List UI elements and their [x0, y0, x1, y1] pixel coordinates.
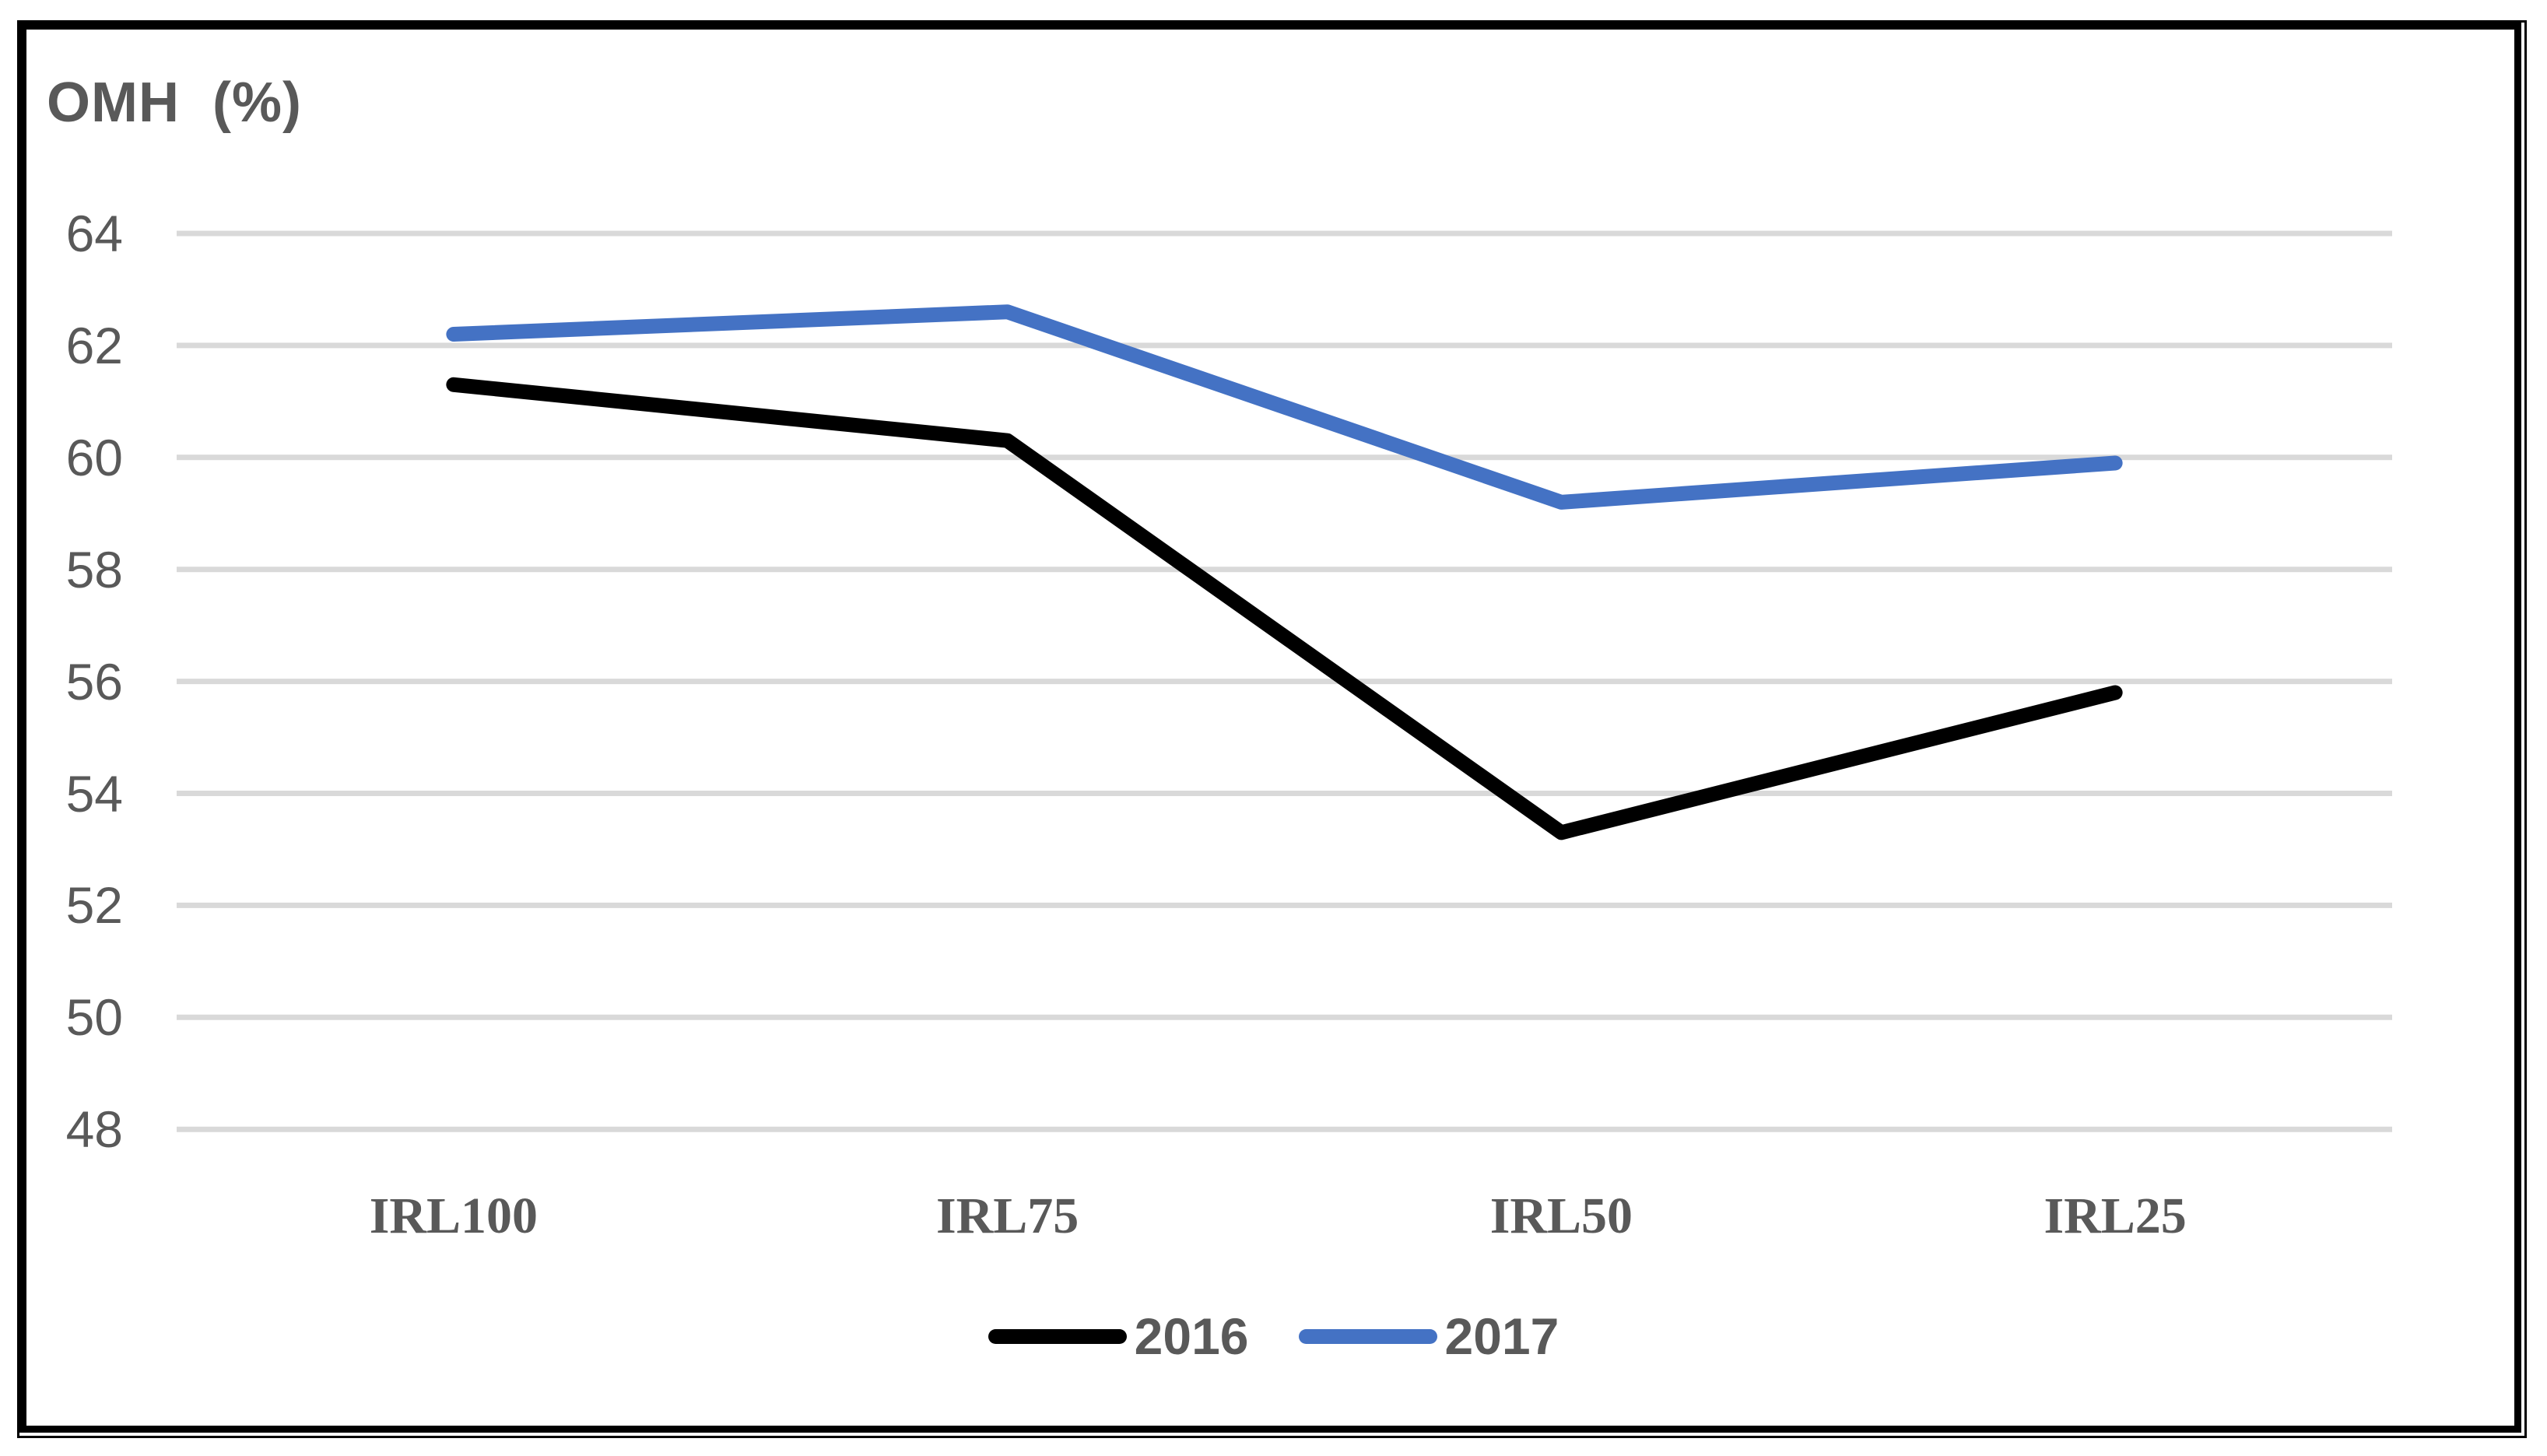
legend-item-2017: 2017 [1298, 1307, 1559, 1365]
y-tick-label-64: 64 [65, 205, 123, 262]
legend-swatch-2017 [1298, 1328, 1437, 1344]
x-category-label-IRL25: IRL25 [2044, 1188, 2187, 1244]
legend-item-2016: 2016 [988, 1310, 1249, 1362]
y-tick-label-58: 58 [65, 540, 123, 598]
series-line-2016 [446, 377, 2123, 840]
legend: 2016 2017 [0, 1308, 2547, 1364]
y-tick-label-60: 60 [65, 428, 123, 486]
y-tick-label-50: 50 [65, 988, 123, 1047]
x-category-label-IRL50: IRL50 [1489, 1188, 1633, 1244]
x-category-label-IRL75: IRL75 [935, 1188, 1079, 1244]
y-tick-label-56: 56 [65, 652, 123, 710]
x-category-label-IRL100: IRL100 [369, 1188, 539, 1244]
y-tick-label-54: 54 [65, 764, 123, 823]
series-line-2017 [446, 304, 2123, 510]
y-tick-label-48: 48 [65, 1100, 123, 1159]
chart-inner-border [19, 23, 2521, 1433]
legend-label-2017: 2017 [1444, 1307, 1559, 1365]
legend-swatch-2016 [988, 1328, 1127, 1344]
y-tick-label-52: 52 [65, 876, 123, 935]
legend-label-2016: 2016 [1134, 1307, 1249, 1365]
chart-title: OMH (%) [47, 72, 302, 134]
y-tick-label-62: 62 [65, 316, 123, 374]
figure-outer-border [17, 20, 2527, 1438]
